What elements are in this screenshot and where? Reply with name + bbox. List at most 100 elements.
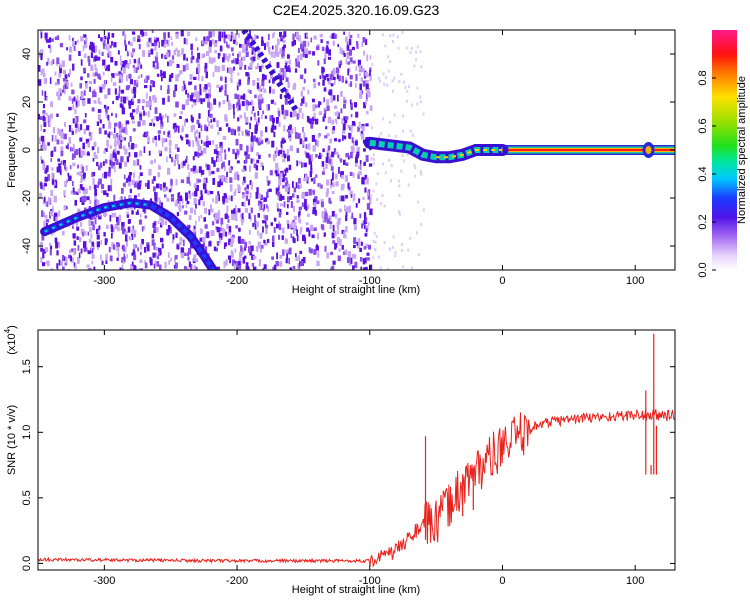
noise-cell	[117, 251, 120, 258]
noise-cell	[342, 172, 344, 176]
noise-cell	[340, 90, 343, 97]
noise-cell	[273, 227, 276, 233]
noise-cell	[186, 139, 189, 145]
snr-x-tick-label: -300	[93, 575, 115, 587]
noise-cell	[236, 152, 240, 158]
noise-cell	[84, 113, 87, 118]
noise-cell	[238, 240, 242, 244]
noise-cell	[272, 122, 275, 129]
noise-cell	[303, 162, 307, 168]
noise-cell	[313, 227, 317, 231]
noise-cell	[53, 195, 57, 203]
noise-cell	[372, 153, 375, 157]
noise-cell	[99, 87, 103, 93]
noise-cell	[279, 69, 282, 75]
noise-cell	[380, 131, 383, 135]
noise-cell	[327, 116, 331, 124]
noise-cell	[240, 245, 243, 252]
noise-cell	[233, 103, 235, 109]
noise-cell	[299, 210, 301, 216]
noise-cell	[325, 126, 328, 130]
noise-cell	[125, 240, 128, 247]
noise-cell	[345, 162, 349, 166]
noise-cell	[258, 193, 262, 199]
noise-cell	[283, 153, 287, 159]
noise-cell	[198, 199, 201, 206]
noise-cell	[355, 154, 358, 158]
noise-cell	[323, 75, 327, 81]
noise-cell	[197, 134, 200, 138]
noise-cell	[43, 129, 46, 133]
noise-cell	[179, 236, 182, 241]
noise-cell	[219, 178, 223, 186]
noise-cell	[49, 249, 52, 256]
noise-cell	[294, 68, 298, 73]
noise-cell	[42, 115, 45, 122]
noise-cell	[141, 99, 146, 103]
noise-cell	[184, 210, 188, 215]
noise-cell	[201, 53, 205, 59]
noise-cell	[107, 185, 111, 192]
noise-cell	[41, 68, 45, 74]
noise-cell	[110, 56, 114, 63]
noise-cell	[132, 120, 135, 124]
noise-cell	[381, 194, 384, 197]
noise-cell	[350, 151, 353, 159]
noise-cell	[144, 183, 147, 187]
noise-cell	[324, 213, 328, 220]
noise-cell	[350, 257, 353, 264]
noise-cell	[186, 176, 190, 184]
noise-cell	[105, 109, 108, 116]
noise-cell	[289, 137, 292, 142]
noise-cell	[373, 157, 376, 161]
noise-cell	[363, 246, 367, 250]
noise-cell	[327, 79, 331, 85]
noise-cell	[302, 51, 305, 58]
snr-exponent-close: )	[6, 325, 18, 329]
noise-cell	[122, 268, 124, 270]
noise-cell	[191, 92, 194, 97]
noise-cell	[306, 227, 310, 232]
noise-cell	[171, 41, 173, 46]
noise-cell	[292, 265, 296, 270]
noise-cell	[243, 246, 247, 251]
noise-cell	[76, 256, 80, 264]
noise-cell	[125, 44, 127, 51]
noise-cell	[84, 247, 88, 252]
noise-cell	[340, 108, 343, 114]
noise-cell	[238, 186, 241, 193]
noise-cell	[129, 112, 133, 118]
noise-cell	[257, 95, 260, 101]
noise-cell	[363, 148, 366, 152]
noise-cell	[147, 50, 151, 55]
noise-cell	[269, 170, 273, 176]
noise-cell	[154, 46, 157, 51]
noise-cell	[40, 182, 43, 190]
noise-cell	[185, 192, 188, 198]
noise-cell	[281, 46, 285, 52]
noise-cell	[365, 243, 369, 248]
noise-cell	[122, 136, 124, 141]
noise-cell	[194, 258, 199, 262]
noise-cell	[103, 35, 107, 40]
noise-cell	[328, 49, 331, 56]
noise-cell	[145, 100, 149, 108]
noise-cell	[94, 72, 98, 77]
colorbar-tick-label: 0.2	[697, 214, 709, 229]
noise-cell	[204, 246, 208, 253]
noise-cell	[154, 194, 157, 201]
noise-cell	[337, 219, 341, 225]
noise-cell	[80, 92, 84, 99]
noise-cell	[283, 68, 287, 75]
noise-cell	[62, 255, 65, 261]
noise-cell	[352, 60, 356, 64]
noise-cell	[283, 169, 287, 176]
noise-cell	[196, 129, 199, 134]
noise-cell	[299, 184, 302, 189]
noise-cell	[273, 154, 276, 162]
noise-cell	[260, 64, 264, 69]
noise-cell	[172, 123, 175, 129]
noise-cell	[89, 227, 92, 233]
noise-cell	[317, 251, 320, 258]
